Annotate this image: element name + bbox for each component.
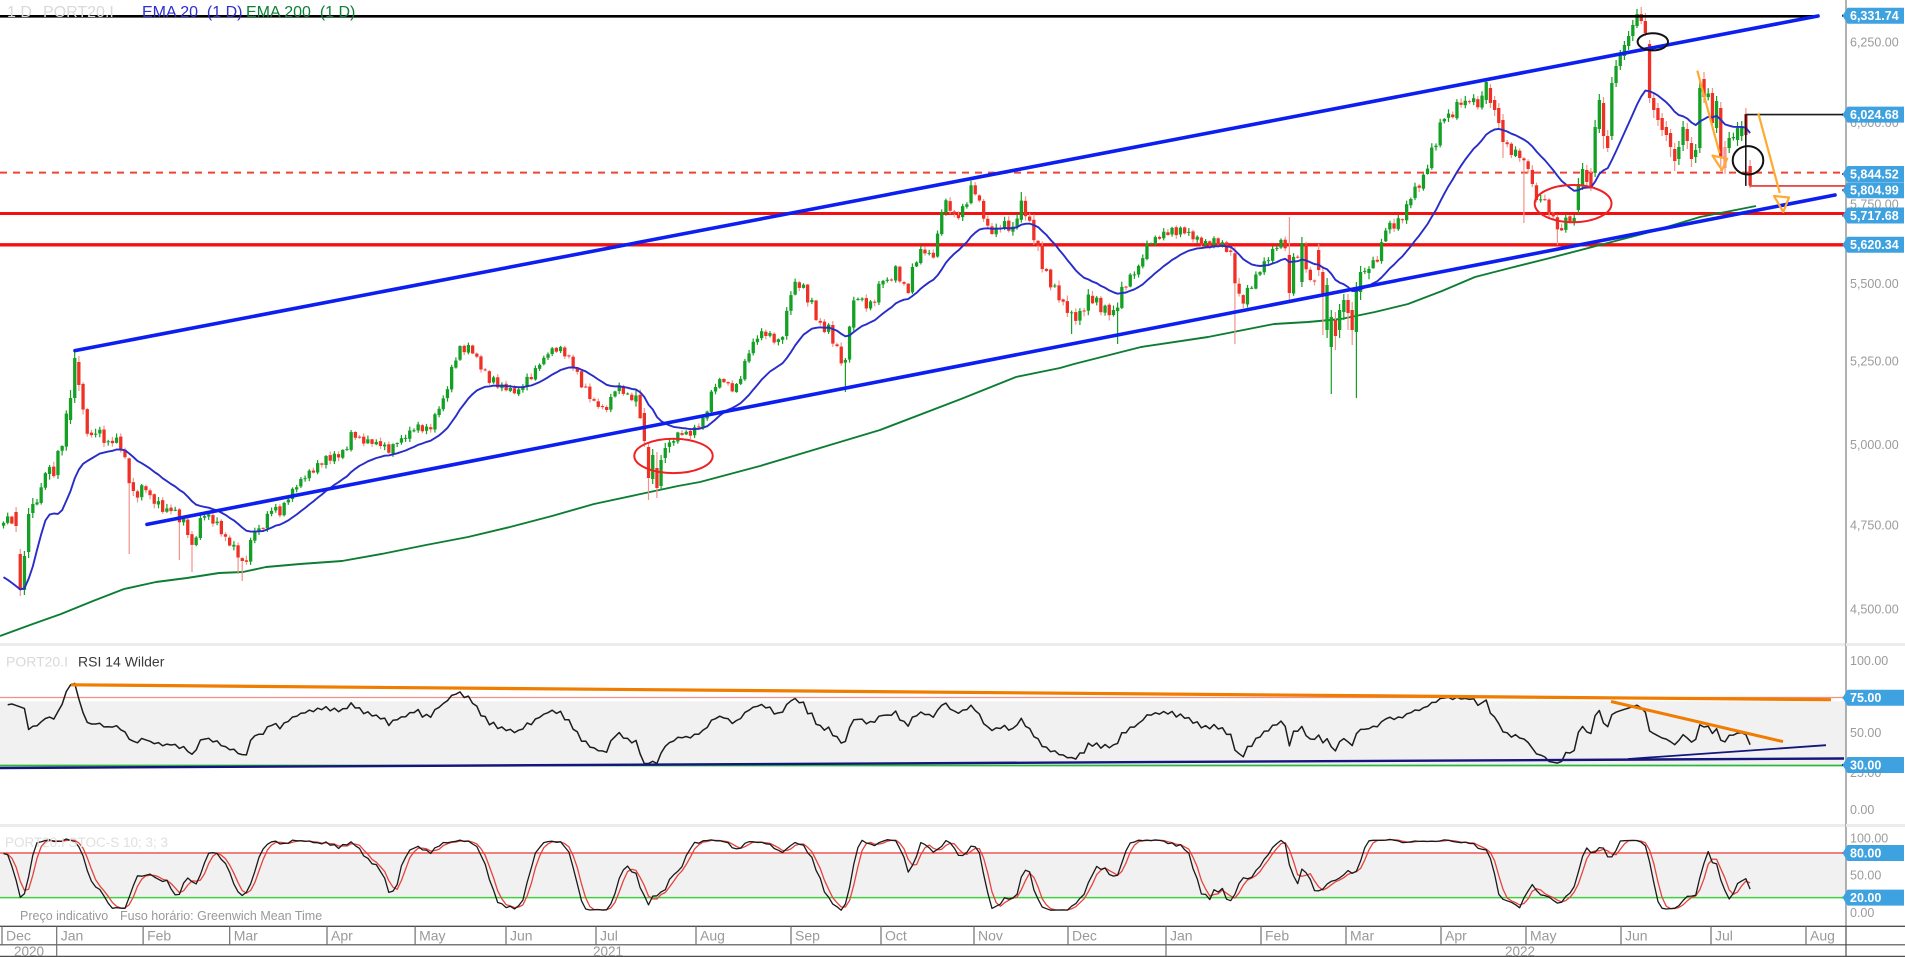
- svg-text:2020: 2020: [14, 944, 44, 957]
- svg-text:1 D: 1 D: [7, 4, 32, 21]
- svg-text:4,500.00: 4,500.00: [1850, 602, 1899, 616]
- svg-text:Dec: Dec: [6, 927, 31, 943]
- svg-text:Preço indicativo: Preço indicativo: [20, 909, 108, 923]
- svg-text:100.00: 100.00: [1850, 654, 1888, 668]
- svg-text:100.00: 100.00: [1850, 831, 1888, 845]
- svg-text:2021: 2021: [593, 944, 623, 957]
- svg-text:20.00: 20.00: [1850, 891, 1881, 905]
- svg-text:Feb: Feb: [1265, 927, 1289, 943]
- svg-text:0.00: 0.00: [1850, 906, 1874, 920]
- svg-text:5,804.99: 5,804.99: [1850, 184, 1899, 198]
- svg-text:6,250.00: 6,250.00: [1850, 35, 1899, 49]
- svg-text:30.00: 30.00: [1850, 758, 1881, 772]
- svg-text:Sep: Sep: [795, 927, 820, 943]
- svg-text:50.00: 50.00: [1850, 726, 1881, 740]
- svg-text:Oct: Oct: [885, 927, 907, 943]
- svg-text:Apr: Apr: [331, 927, 353, 943]
- svg-text:May: May: [1530, 927, 1556, 943]
- svg-text:5,620.34: 5,620.34: [1850, 238, 1899, 252]
- svg-text:6,024.68: 6,024.68: [1850, 108, 1899, 122]
- svg-text:0.00: 0.00: [1850, 803, 1874, 817]
- svg-text:5,844.52: 5,844.52: [1850, 167, 1899, 181]
- svg-text:Aug: Aug: [700, 927, 725, 943]
- svg-text:Fuso horário: Greenwich Mean T: Fuso horário: Greenwich Mean Time: [120, 909, 322, 923]
- svg-text:EMA 200 (1 D): EMA 200 (1 D): [246, 4, 355, 21]
- svg-text:May: May: [419, 927, 445, 943]
- svg-text:EMA 20 (1 D): EMA 20 (1 D): [142, 4, 242, 21]
- svg-text:Jan: Jan: [61, 927, 84, 943]
- svg-text:5,500.00: 5,500.00: [1850, 277, 1899, 291]
- svg-text:5,717.68: 5,717.68: [1850, 209, 1899, 223]
- svg-text:50.00: 50.00: [1850, 869, 1881, 883]
- svg-text:4,750.00: 4,750.00: [1850, 518, 1899, 532]
- svg-text:RSI 14 Wilder: RSI 14 Wilder: [78, 654, 165, 670]
- svg-text:5,250.00: 5,250.00: [1850, 354, 1899, 368]
- svg-text:Aug: Aug: [1810, 927, 1835, 943]
- svg-text:Mar: Mar: [1350, 927, 1374, 943]
- svg-text:Apr: Apr: [1445, 927, 1467, 943]
- svg-text:Nov: Nov: [978, 927, 1003, 943]
- svg-text:Mar: Mar: [234, 927, 258, 943]
- svg-text:PORT20.I: PORT20.I: [6, 654, 68, 670]
- svg-text:75.00: 75.00: [1850, 691, 1881, 705]
- svg-text:Dec: Dec: [1072, 927, 1097, 943]
- svg-text:2022: 2022: [1505, 944, 1535, 957]
- svg-text:Jun: Jun: [1625, 927, 1648, 943]
- svg-text:Jul: Jul: [1715, 927, 1733, 943]
- svg-text:6,331.74: 6,331.74: [1850, 9, 1899, 23]
- svg-text:Jun: Jun: [510, 927, 533, 943]
- svg-text:Feb: Feb: [147, 927, 171, 943]
- svg-text:80.00: 80.00: [1850, 846, 1881, 860]
- svg-text:PORT20.I: PORT20.I: [43, 4, 114, 21]
- svg-text:Jan: Jan: [1170, 927, 1193, 943]
- svg-text:5,000.00: 5,000.00: [1850, 438, 1899, 452]
- svg-text:PORT20.I STOC-S 10; 3; 3: PORT20.I STOC-S 10; 3; 3: [5, 835, 168, 850]
- svg-text:Jul: Jul: [600, 927, 618, 943]
